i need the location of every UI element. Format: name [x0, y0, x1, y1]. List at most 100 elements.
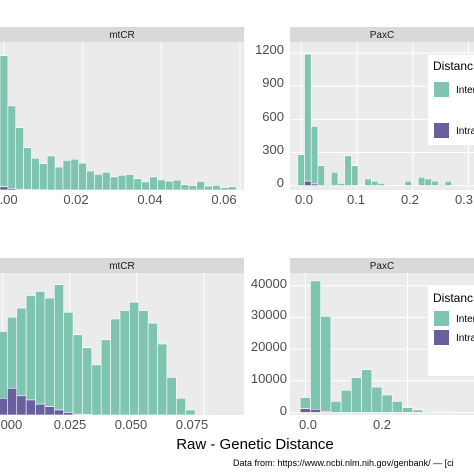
bar-intra: [0, 397, 8, 416]
bar-inter: [72, 334, 83, 415]
x-tick-label: 0.02: [63, 192, 88, 207]
bar-inter: [157, 343, 168, 416]
bar-intra: [44, 406, 55, 416]
bar-inter: [364, 178, 372, 186]
bar-inter: [94, 173, 103, 191]
bar-inter: [91, 364, 102, 416]
x-tick-label: 0.3: [455, 192, 473, 207]
strip-background: [0, 258, 244, 273]
bar-inter: [133, 178, 142, 191]
legend-swatch-intra: [434, 330, 449, 345]
y-tick-labels: 0 10000 20000 30000 40000: [251, 276, 287, 418]
bar-inter: [317, 165, 325, 186]
bar-inter: [371, 180, 379, 186]
panel-bottom-left: mtCR 0.000 0.025 0.050 0.075: [0, 258, 244, 432]
bar-inter: [304, 53, 312, 182]
bar-inter: [340, 389, 352, 413]
strip-label: mtCR: [109, 261, 135, 272]
bar-inter: [330, 172, 339, 186]
x-tick-label: 0.06: [211, 192, 236, 207]
bar-inter: [86, 170, 95, 191]
bar-inter: [361, 369, 373, 413]
bar-inter: [172, 179, 182, 191]
bar-inter: [424, 178, 432, 186]
bar-inter: [299, 397, 311, 409]
bar-inter: [204, 185, 213, 191]
bar-intra: [7, 387, 18, 416]
strip-label: mtCR: [109, 30, 135, 41]
bar-inter: [371, 386, 383, 413]
bar-inter: [185, 409, 196, 416]
bar-intra: [16, 395, 27, 416]
bar-inter: [220, 187, 229, 191]
bar-inter: [310, 280, 321, 410]
bar-inter: [100, 339, 111, 416]
bar-inter: [320, 316, 332, 412]
legend-swatch-inter: [434, 311, 449, 326]
bar-intra: [304, 180, 312, 186]
x-tick-label: 0.00: [0, 192, 18, 207]
bar-inter: [78, 162, 87, 191]
bar-inter: [432, 411, 444, 413]
caption: Data from: https://www.ncbi.nlm.nih.gov/…: [233, 458, 454, 468]
bar-inter: [70, 158, 80, 191]
bar-inter: [431, 180, 439, 186]
bar-inter: [180, 184, 190, 191]
bar-inter: [63, 311, 74, 413]
bar-inter: [357, 184, 366, 186]
bar-inter: [110, 318, 121, 416]
y-tick-label: 300: [262, 142, 284, 157]
bar-inter: [39, 163, 48, 191]
bar-inter: [324, 184, 332, 186]
bar-inter: [188, 185, 198, 191]
bar-inter: [297, 154, 305, 186]
bar-intra: [25, 399, 36, 416]
bar-inter: [117, 175, 127, 191]
bar-inter: [7, 316, 18, 389]
bar-inter: [7, 105, 17, 189]
y-tick-label: 0: [277, 175, 284, 190]
y-tick-label: 600: [262, 109, 284, 124]
x-tick-label: 0.075: [176, 417, 209, 432]
bar-inter: [438, 184, 446, 186]
bar-inter: [129, 301, 140, 416]
bar-inter: [402, 407, 413, 413]
bar-inter: [35, 291, 46, 405]
bars: [297, 53, 452, 186]
bar-inter: [444, 180, 452, 186]
legend-label-intra: Intra: [456, 126, 474, 137]
bar-inter: [31, 158, 40, 191]
x-tick-label: 0.04: [137, 192, 162, 207]
bar-inter: [381, 394, 393, 413]
x-tick-label: 0.2: [373, 417, 391, 432]
legend-swatch-inter: [434, 82, 449, 97]
bar-inter: [212, 185, 221, 191]
bar-inter: [53, 284, 64, 411]
panel-bottom-right: PaxC 0 10000 20000 30000 40000 0.0 0.2 D…: [251, 258, 474, 432]
bar-inter: [412, 409, 424, 413]
bar-inter: [138, 310, 149, 416]
x-tick-label: 0.2: [401, 192, 419, 207]
bar-inter: [62, 160, 72, 191]
strip-label: PaxC: [370, 30, 394, 41]
bar-inter: [147, 322, 158, 416]
legend-label-inter: Inter: [456, 314, 474, 325]
x-tick-labels: 0.0 0.2: [299, 417, 391, 432]
bar-inter: [46, 155, 56, 191]
bar-inter: [404, 180, 412, 186]
y-tick-labels: 0 300 600 900 1200: [255, 42, 284, 190]
bar-inter: [164, 180, 174, 191]
strip-background: [290, 27, 474, 42]
bar-intra: [15, 188, 24, 191]
legend-label-intra: Intra: [456, 333, 474, 344]
y-tick-label: 10000: [251, 371, 287, 386]
bars: [0, 55, 237, 191]
bar-inter: [337, 183, 345, 186]
bar-inter: [102, 172, 111, 191]
x-tick-label: 0.000: [0, 417, 22, 432]
bar-intra: [35, 403, 46, 416]
y-tick-label: 40000: [251, 276, 287, 291]
bar-inter: [157, 179, 166, 191]
legend-title: Distanc: [433, 59, 473, 73]
